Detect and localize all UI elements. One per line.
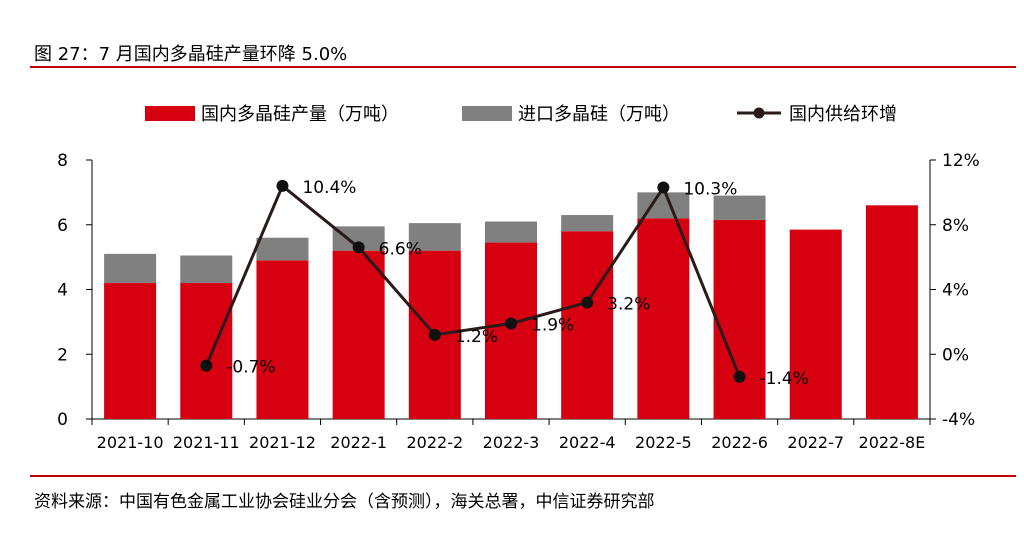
- growth-point: [428, 328, 441, 341]
- legend-label-1: 进口多晶硅（万吨）: [518, 104, 680, 125]
- bar-domestic: [256, 260, 309, 419]
- x-tick-label: 2022-8E: [859, 433, 926, 452]
- bar-import: [713, 195, 766, 220]
- growth-point: [733, 370, 746, 383]
- growth-polyline: [204, 184, 741, 378]
- growth-line: -0.7% 10.4% 6.6% 1.2% 1.9% 3.2% 10.3% -1.4%: [200, 178, 809, 389]
- left-tick-label: 0: [57, 410, 68, 430]
- growth-point: [200, 359, 213, 372]
- x-tick-label: 2022-5: [635, 433, 692, 452]
- bar-domestic: [637, 218, 690, 419]
- right-tick-label: -4%: [942, 410, 975, 430]
- right-tick-label: 4%: [942, 281, 969, 301]
- growth-data-label: 1.2%: [455, 327, 498, 347]
- title-rule: [30, 66, 1016, 68]
- x-tick-label: 2021-12: [249, 433, 316, 452]
- bar-domestic: [332, 250, 385, 419]
- growth-point: [657, 181, 670, 194]
- x-tick-label: 2021-11: [173, 433, 240, 452]
- bar-domestic: [713, 219, 766, 419]
- growth-data-label: -1.4%: [760, 369, 809, 389]
- growth-point: [352, 241, 365, 254]
- growth-data-label: 6.6%: [379, 239, 422, 259]
- bar-import: [408, 223, 461, 251]
- growth-data-label: -0.7%: [226, 358, 275, 378]
- bar-domestic: [865, 205, 918, 419]
- growth-data-label: 10.4%: [302, 178, 356, 198]
- x-tick-label: 2022-4: [559, 433, 616, 452]
- bar-domestic: [485, 242, 537, 419]
- right-tick-label: 8%: [942, 216, 969, 236]
- legend-swatch-1: [462, 106, 512, 121]
- bars: [104, 192, 918, 419]
- bar-import: [485, 221, 537, 243]
- source-note: 资料来源：中国有色金属工业协会硅业分会（含预测），海关总署，中信证券研究部: [34, 492, 655, 512]
- growth-point: [581, 296, 594, 309]
- growth-point: [276, 179, 289, 192]
- right-tick-label: 12%: [942, 151, 980, 171]
- growth-data-label: 10.3%: [683, 180, 737, 200]
- x-tick-label: 2022-7: [787, 433, 844, 452]
- left-tick-label: 8: [57, 151, 68, 171]
- x-tick-label: 2022-2: [406, 433, 463, 452]
- bar-import: [104, 253, 157, 284]
- growth-data-label: 3.2%: [607, 294, 650, 314]
- growth-data-label: 1.9%: [531, 315, 574, 335]
- bar-import: [180, 255, 233, 284]
- growth-point: [505, 317, 517, 330]
- bar-import: [256, 237, 309, 261]
- bar-domestic: [180, 283, 233, 419]
- bar-domestic: [789, 229, 842, 419]
- legend-marker-2: [753, 107, 765, 119]
- legend: 国内多晶硅产量（万吨） 进口多晶硅（万吨） 国内供给环增: [145, 104, 897, 125]
- x-tick-label: 2022-6: [711, 433, 768, 452]
- left-tick-label: 6: [57, 216, 68, 236]
- legend-label-2: 国内供给环增: [789, 104, 897, 125]
- legend-swatch-0: [145, 106, 195, 121]
- left-tick-label: 4: [57, 281, 68, 301]
- x-tick-label: 2021-10: [97, 433, 164, 452]
- right-tick-label: 0%: [942, 345, 969, 365]
- source-rule: [30, 475, 1016, 477]
- bar-domestic: [561, 231, 614, 419]
- left-tick-label: 2: [57, 345, 68, 365]
- bar-import: [561, 215, 614, 232]
- x-tick-label: 2022-3: [483, 433, 540, 452]
- legend-label-0: 国内多晶硅产量（万吨）: [201, 104, 399, 125]
- chart-title: 图 27：7 月国内多晶硅产量环降 5.0%: [34, 44, 348, 65]
- bar-domestic: [104, 283, 157, 419]
- x-tick-label: 2022-1: [330, 433, 387, 452]
